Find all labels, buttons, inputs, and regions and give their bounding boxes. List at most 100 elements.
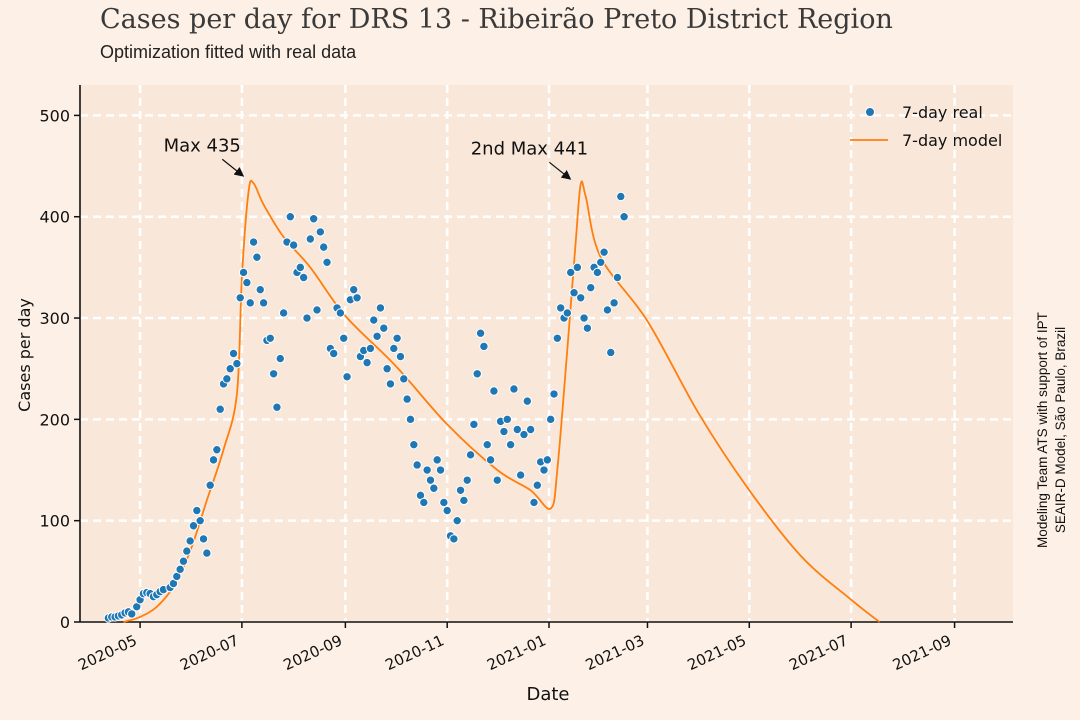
- data-point: [549, 389, 559, 399]
- data-point: [349, 284, 359, 295]
- model-line: [123, 179, 881, 623]
- data-point: [335, 308, 346, 318]
- data-point: [242, 277, 252, 288]
- data-point: [312, 305, 322, 315]
- data-point: [606, 347, 616, 358]
- data-point: [365, 343, 376, 354]
- data-point: [202, 548, 212, 558]
- data-point: [555, 303, 566, 313]
- data-point: [352, 293, 362, 303]
- data-point: [127, 609, 137, 619]
- annotation-label: 2nd Max 441: [471, 138, 588, 159]
- data-point: [512, 424, 522, 435]
- x-tick-label: 2021-09: [890, 631, 954, 674]
- data-point: [489, 386, 499, 396]
- data-point: [465, 450, 476, 460]
- data-point: [302, 313, 312, 323]
- data-point: [412, 460, 422, 470]
- data-point: [372, 331, 382, 341]
- data-point: [402, 394, 412, 404]
- data-point: [449, 534, 459, 544]
- data-point: [566, 267, 576, 278]
- data-point: [522, 396, 533, 406]
- x-tick-label: 2021-01: [484, 631, 548, 674]
- legend: 7-day real 7-day model: [850, 103, 1002, 150]
- y-tick-label: 0: [60, 613, 70, 632]
- data-point: [469, 419, 479, 430]
- data-point: [596, 257, 606, 268]
- data-point: [222, 374, 232, 384]
- data-point: [228, 348, 239, 359]
- data-point: [232, 358, 242, 369]
- chart-title: Cases per day for DRS 13 - Ribeirão Pret…: [100, 4, 893, 35]
- data-point: [288, 240, 299, 250]
- data-point: [419, 497, 429, 508]
- data-point: [552, 333, 563, 344]
- data-point: [475, 328, 486, 338]
- data-point: [205, 480, 215, 490]
- data-point: [612, 272, 623, 283]
- y-tick-label: 200: [39, 410, 70, 429]
- data-point: [542, 455, 553, 465]
- credit-line: SEAIR-D Model, São Paulo, Brazil: [1053, 327, 1068, 533]
- data-point: [225, 363, 235, 374]
- data-point: [562, 308, 573, 318]
- annotations: Max 435 2nd Max 441: [164, 135, 588, 180]
- data-point: [439, 497, 449, 508]
- data-point: [385, 379, 396, 389]
- data-point: [599, 247, 609, 257]
- data-point: [432, 455, 442, 465]
- data-point: [182, 546, 192, 556]
- legend-label-real: 7-day real: [902, 103, 983, 122]
- data-point: [405, 414, 416, 425]
- data-point: [485, 455, 496, 465]
- data-point: [576, 293, 586, 303]
- grid-layer: [80, 85, 1013, 622]
- data-point: [268, 369, 279, 379]
- data-point: [342, 372, 352, 382]
- data-point: [616, 191, 626, 202]
- data-point: [519, 429, 529, 440]
- annotation-arrow: [549, 161, 572, 180]
- data-point: [252, 252, 262, 262]
- data-point: [569, 288, 579, 298]
- data-point: [462, 475, 472, 485]
- data-point: [275, 353, 285, 364]
- data-point: [452, 515, 462, 526]
- data-point: [278, 308, 289, 318]
- data-point: [472, 369, 482, 379]
- data-point: [492, 475, 502, 485]
- data-point: [248, 237, 259, 247]
- data-point: [582, 323, 593, 333]
- data-point: [479, 341, 489, 352]
- y-tick-label: 100: [39, 512, 70, 531]
- data-point: [178, 556, 189, 566]
- data-point: [482, 439, 492, 450]
- data-point: [505, 439, 516, 450]
- data-point: [185, 536, 195, 546]
- data-point: [392, 333, 402, 344]
- y-axis-label: Cases per day: [15, 298, 34, 412]
- x-tick-label: 2020-07: [177, 631, 241, 674]
- data-point: [609, 298, 619, 308]
- annotation-label: Max 435: [164, 135, 241, 156]
- data-point: [425, 475, 436, 485]
- data-point: [545, 414, 556, 425]
- data-point: [305, 234, 316, 244]
- data-point: [532, 480, 543, 490]
- data-point: [375, 303, 386, 313]
- data-point: [602, 305, 613, 315]
- data-point: [362, 357, 372, 368]
- data-point: [586, 282, 596, 293]
- data-point: [382, 363, 392, 374]
- data-point: [395, 351, 406, 362]
- data-point: [322, 257, 332, 268]
- data-point: [572, 262, 583, 273]
- data-point: [208, 455, 219, 465]
- legend-label-model: 7-day model: [902, 131, 1002, 150]
- data-point: [318, 242, 329, 252]
- data-point: [435, 465, 446, 475]
- data-point: [529, 497, 539, 508]
- data-point: [509, 384, 519, 394]
